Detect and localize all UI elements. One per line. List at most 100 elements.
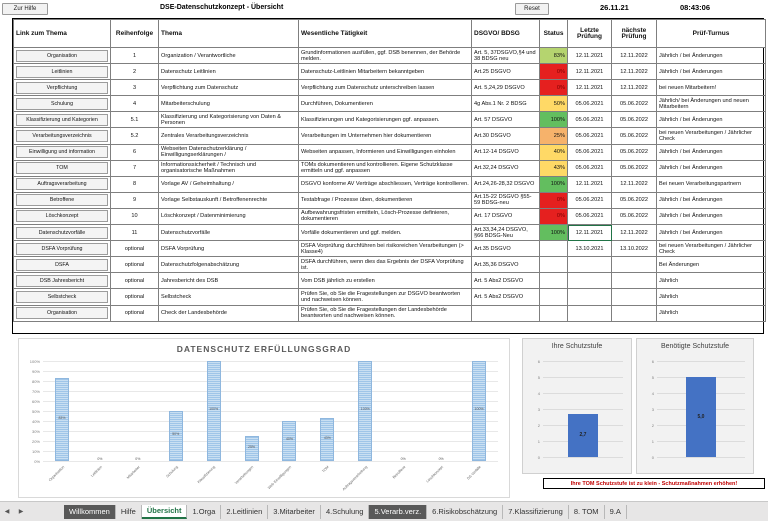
activity-cell[interactable]: DSFA Vorprüfung durchführen bei risikore… <box>298 240 472 258</box>
law-cell[interactable]: Art. 5 Abs2 DSGVO <box>471 272 540 290</box>
activity-cell[interactable]: DSFA durchführen, wenn dies das Ergebnis… <box>298 256 472 274</box>
topic-link-button[interactable]: Organisation <box>16 49 108 62</box>
link-cell[interactable]: DSFA Vorprüfung <box>13 240 111 258</box>
topic-link-button[interactable]: Leitlinien <box>16 65 108 78</box>
link-cell[interactable]: Verarbeitungsverzeichnis <box>13 127 111 145</box>
order-cell[interactable]: 6 <box>110 143 159 161</box>
topic-cell[interactable]: Löschkonzept / Datenminimierung <box>158 207 299 226</box>
last-check-cell[interactable] <box>567 272 612 290</box>
last-check-cell[interactable]: 05.06.2021 <box>567 143 612 161</box>
status-cell[interactable]: 0% <box>539 207 568 226</box>
order-cell[interactable]: 5.2 <box>110 127 159 145</box>
order-cell[interactable]: optional <box>110 256 159 274</box>
topic-cell[interactable]: Check der Landesbehörde <box>158 304 299 322</box>
last-check-cell[interactable]: 05.06.2021 <box>567 127 612 145</box>
link-cell[interactable]: DSB Jahresbericht <box>13 272 111 290</box>
next-check-cell[interactable] <box>611 256 657 274</box>
next-check-cell[interactable]: 12.11.2022 <box>611 46 657 65</box>
status-cell[interactable]: 40% <box>539 143 568 161</box>
link-cell[interactable]: Selbstcheck <box>13 288 111 306</box>
link-cell[interactable]: Verpflichtung <box>13 79 111 97</box>
cycle-cell[interactable]: Jährlich <box>656 288 766 306</box>
law-cell[interactable]: Art. 5 Abs2 DSGVO <box>471 288 540 306</box>
topic-cell[interactable]: Zentrales Verarbeitungsverzeichnis <box>158 127 299 145</box>
order-cell[interactable]: 2 <box>110 63 159 81</box>
status-cell[interactable] <box>539 240 568 258</box>
topic-cell[interactable]: Organization / Verantwortliche <box>158 46 299 65</box>
order-cell[interactable]: optional <box>110 240 159 258</box>
last-check-cell[interactable] <box>567 256 612 274</box>
activity-cell[interactable]: Verpflichtung zum Datenschutz unterschre… <box>298 79 472 97</box>
link-cell[interactable]: TOM <box>13 159 111 177</box>
status-cell[interactable]: 50% <box>539 95 568 113</box>
next-check-cell[interactable]: 12.11.2022 <box>611 175 657 193</box>
order-cell[interactable]: optional <box>110 272 159 290</box>
last-check-cell[interactable]: 12.11.2021 <box>567 63 612 81</box>
sheet-tab[interactable]: 6.Risikobschätzung <box>427 504 504 519</box>
next-check-cell[interactable] <box>611 304 657 322</box>
topic-cell[interactable]: Klassifizierung und Kategorisierung von … <box>158 111 299 129</box>
next-check-cell[interactable] <box>611 288 657 306</box>
topic-link-button[interactable]: Betroffene <box>16 194 108 207</box>
status-cell[interactable]: 100% <box>539 224 568 242</box>
cycle-cell[interactable]: Jährlich / bei Änderungen <box>656 63 766 81</box>
activity-cell[interactable]: DSGVO konforme AV Verträge abschliessen,… <box>298 175 472 193</box>
link-cell[interactable]: Löschkonzept <box>13 207 111 226</box>
sheet-tab[interactable]: Übersicht <box>141 504 188 519</box>
status-cell[interactable]: 83% <box>539 46 568 65</box>
next-check-cell[interactable] <box>611 272 657 290</box>
topic-link-button[interactable]: Organisation <box>16 307 108 320</box>
order-cell[interactable]: 8 <box>110 175 159 193</box>
law-cell[interactable]: Art.12-14 DSGVO <box>471 143 540 161</box>
status-cell[interactable]: 100% <box>539 175 568 193</box>
topic-link-button[interactable]: Verpflichtung <box>16 81 108 94</box>
topic-cell[interactable]: DSFA Vorprüfung <box>158 240 299 258</box>
order-cell[interactable]: 4 <box>110 95 159 113</box>
law-cell[interactable]: Art.24,26-28,32 DSGVO <box>471 175 540 193</box>
last-check-cell[interactable]: 12.11.2021 <box>567 175 612 193</box>
topic-link-button[interactable]: Verarbeitungsverzeichnis <box>16 130 108 143</box>
topic-cell[interactable]: Datenschutzvorfälle <box>158 224 299 242</box>
topic-link-button[interactable]: DSFA Vorprüfung <box>16 242 108 255</box>
topic-cell[interactable]: Vorlage Selbstauskunft / Betroffenenrech… <box>158 191 299 209</box>
status-cell[interactable] <box>539 256 568 274</box>
cycle-cell[interactable]: Jährlich <box>656 272 766 290</box>
order-cell[interactable]: optional <box>110 288 159 306</box>
last-check-cell[interactable]: 05.06.2021 <box>567 95 612 113</box>
cycle-cell[interactable]: Jährlich / bei Änderungen <box>656 191 766 209</box>
topic-cell[interactable]: Verpflichtung zum Datenschutz <box>158 79 299 97</box>
activity-cell[interactable]: Klassifizierungen und Kategorisierungen … <box>298 111 472 129</box>
activity-cell[interactable]: Prüfen Sie, ob Sie die Fragestellungen d… <box>298 304 472 322</box>
order-cell[interactable]: 7 <box>110 159 159 177</box>
next-check-cell[interactable]: 05.06.2022 <box>611 191 657 209</box>
order-cell[interactable]: 3 <box>110 79 159 97</box>
status-cell[interactable]: 0% <box>539 79 568 97</box>
topic-link-button[interactable]: Selbstcheck <box>16 290 108 303</box>
topic-cell[interactable]: Webseiten Datenschutzerklärung / Einwill… <box>158 143 299 161</box>
topic-cell[interactable]: Jahresbericht des DSB <box>158 272 299 290</box>
activity-cell[interactable]: Aufbewahrungsfristen ermitteln, Lösch-Pr… <box>298 207 472 226</box>
sheet-tab[interactable]: 7.Klassifizierung <box>503 504 569 519</box>
cycle-cell[interactable]: Bei Änderungen <box>656 256 766 274</box>
last-check-cell[interactable]: 05.06.2021 <box>567 159 612 177</box>
next-check-cell[interactable]: 05.06.2022 <box>611 207 657 226</box>
status-cell[interactable]: 0% <box>539 191 568 209</box>
topic-cell[interactable]: Selbstcheck <box>158 288 299 306</box>
cycle-cell[interactable]: Jährlich <box>656 304 766 322</box>
sheet-tab[interactable]: 8. TOM <box>568 504 605 519</box>
topic-cell[interactable]: Informationssicherheit / Technisch und o… <box>158 159 299 177</box>
status-cell[interactable]: 100% <box>539 111 568 129</box>
status-cell[interactable] <box>539 288 568 306</box>
last-check-cell[interactable]: 12.11.2021 <box>567 224 612 242</box>
law-cell[interactable]: Art.30 DSGVO <box>471 127 540 145</box>
topic-cell[interactable]: Datenschutzfolgenabschätzung <box>158 256 299 274</box>
last-check-cell[interactable]: 13.10.2021 <box>567 240 612 258</box>
cycle-cell[interactable]: Jährlich / bei Änderungen <box>656 111 766 129</box>
activity-cell[interactable]: Prüfen Sie, ob Sie die Fragestellungen z… <box>298 288 472 306</box>
link-cell[interactable]: Schulung <box>13 95 111 113</box>
sheet-tab[interactable]: 5.Verarb.verz. <box>369 504 428 519</box>
order-cell[interactable]: optional <box>110 304 159 322</box>
law-cell[interactable]: Art.15-22 DSGVO §55-59 BDSG-neu <box>471 191 540 209</box>
status-cell[interactable] <box>539 304 568 322</box>
activity-cell[interactable]: TOMs dokumentieren und kontrollieren. Ei… <box>298 159 472 177</box>
